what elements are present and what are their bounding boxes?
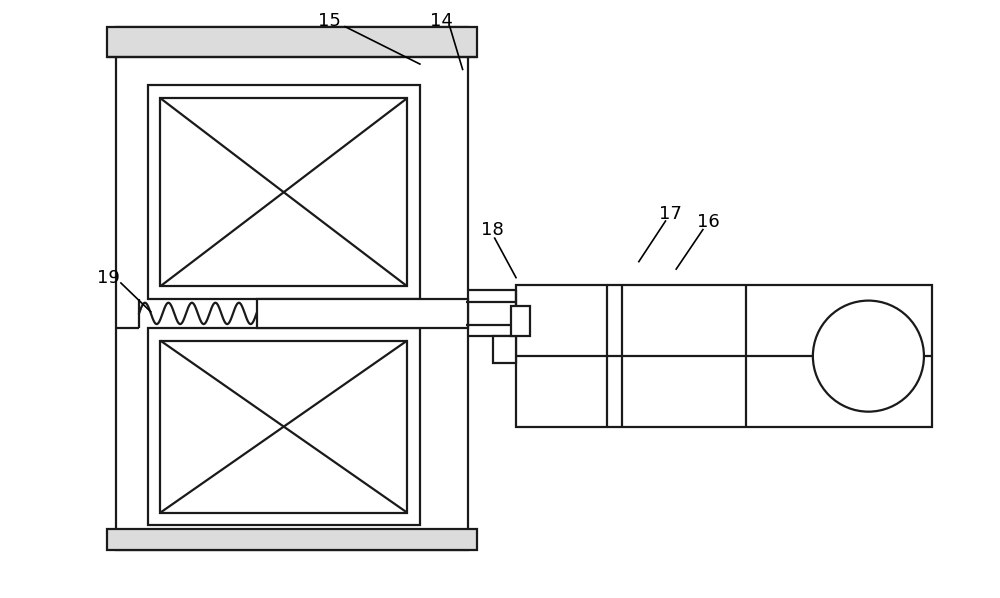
Bar xyxy=(107,529,477,550)
Bar xyxy=(511,307,530,336)
Text: 15: 15 xyxy=(318,13,341,30)
Bar xyxy=(148,328,420,526)
Text: 16: 16 xyxy=(697,213,720,231)
Text: 19: 19 xyxy=(97,269,120,286)
Text: 14: 14 xyxy=(430,13,453,30)
Bar xyxy=(160,341,407,512)
Bar xyxy=(148,86,420,299)
Bar xyxy=(257,299,468,328)
Bar xyxy=(160,98,407,286)
Bar xyxy=(516,285,932,427)
Bar xyxy=(493,336,516,363)
Text: 17: 17 xyxy=(659,205,682,222)
Circle shape xyxy=(813,301,924,411)
Bar xyxy=(116,27,468,550)
Text: 18: 18 xyxy=(481,221,504,239)
Bar xyxy=(107,27,477,57)
